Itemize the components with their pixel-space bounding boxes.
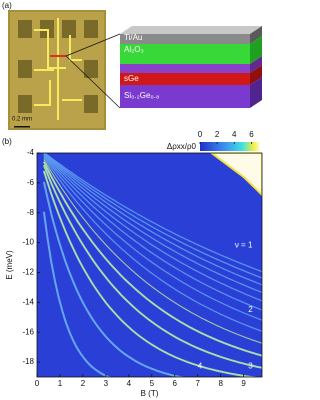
layer-label: Ti/Au [124, 33, 142, 42]
fan-highlight [43, 161, 262, 356]
y-tick-label: -10 [22, 238, 34, 247]
x-tick-label: 7 [195, 379, 200, 388]
layer-label: sGe [124, 74, 139, 83]
filling-factor-label: 2 [248, 305, 253, 314]
fan-highlight [43, 165, 262, 369]
heatmap-features [42, 153, 262, 377]
x-tick-label: 5 [150, 379, 155, 388]
colorbar-tick-label: 0 [198, 130, 203, 139]
colorbar-tick-label: 2 [215, 130, 220, 139]
scale-bar-label: 0.2 mm [12, 117, 32, 123]
filling-factor-label: 3 [248, 362, 253, 371]
colorbar-label: Δρxx/ρ0 [167, 142, 197, 151]
plot-frame [36, 152, 263, 378]
zoom-lines [65, 33, 121, 109]
layer-label: Si₀.₂Ge₀.₈ [124, 91, 159, 100]
filling-factor-label: ν = 1 [235, 241, 253, 250]
y-tick-label: -16 [22, 327, 34, 336]
y-axis-label: E (meV) [5, 250, 14, 280]
x-tick-label: 8 [218, 379, 223, 388]
fan-line [43, 153, 262, 273]
fan-line [42, 181, 186, 377]
fan-line [43, 153, 262, 279]
figure: (a) 0.2 mm Ti/Au Al₂O₃ sGe Si₀.₂Ge₀.₈ (b… [2, 1, 263, 398]
x-tick-label: 0 [35, 379, 40, 388]
fan-highlight [43, 170, 255, 377]
layer-stack [120, 26, 262, 108]
fan-line [43, 155, 262, 321]
colorbar-tick-label: 4 [232, 130, 237, 139]
x-tick-label: 3 [104, 379, 109, 388]
y-tick-label: -4 [27, 148, 35, 157]
filling-factor-label: 4 [198, 362, 203, 371]
device-photo [8, 10, 106, 130]
y-tick-label: -14 [22, 297, 34, 306]
saturated-region [209, 153, 262, 197]
y-tick-label: -18 [22, 357, 34, 366]
x-tick-label: 2 [81, 379, 86, 388]
colorbar-tick-label: 6 [249, 130, 254, 139]
x-tick-label: 9 [241, 379, 246, 388]
fan-line [42, 211, 112, 377]
fan-line [43, 153, 262, 294]
colorbar [200, 142, 260, 151]
x-tick-label: 1 [58, 379, 63, 388]
panel-label: (b) [2, 137, 12, 146]
fan-line [43, 153, 262, 286]
x-tick-label: 6 [173, 379, 178, 388]
x-tick-label: 4 [127, 379, 132, 388]
fan-line [43, 154, 262, 302]
y-tick-label: -12 [22, 268, 34, 277]
layer-label: Al₂O₃ [124, 45, 144, 54]
y-tick-label: -6 [27, 178, 35, 187]
heatmap-background [37, 153, 262, 377]
fan-line [43, 154, 262, 311]
x-axis-label: B (T) [141, 389, 159, 398]
fan-line [43, 157, 262, 332]
fan-highlight [43, 159, 262, 344]
y-tick-label: -8 [27, 208, 35, 217]
panel-label: (a) [2, 1, 12, 10]
